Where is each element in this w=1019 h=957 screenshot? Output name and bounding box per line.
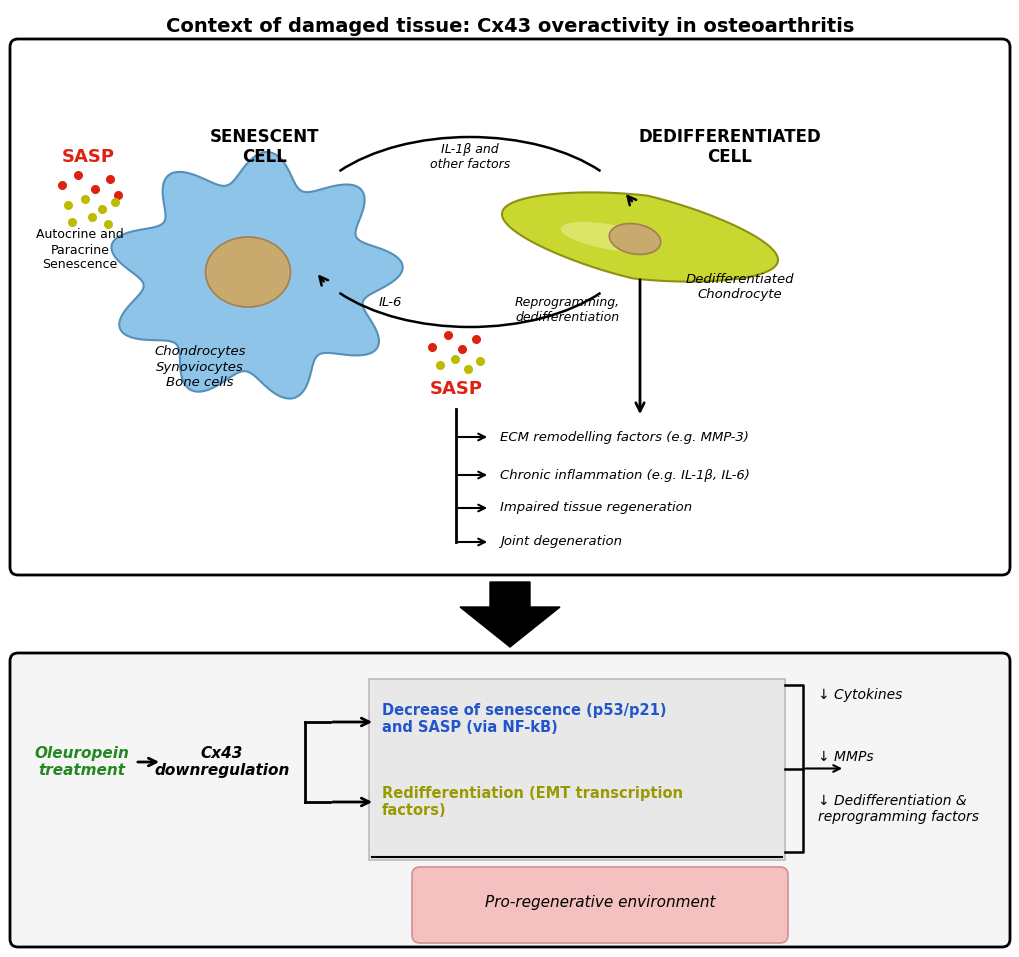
- FancyBboxPatch shape: [10, 39, 1009, 575]
- Polygon shape: [501, 192, 777, 281]
- Text: ↓ MMPs: ↓ MMPs: [817, 750, 872, 764]
- Text: ↓ Cytokines: ↓ Cytokines: [817, 688, 902, 702]
- Text: Joint degeneration: Joint degeneration: [499, 536, 622, 548]
- Text: SASP: SASP: [429, 380, 482, 398]
- Ellipse shape: [608, 224, 660, 255]
- Polygon shape: [111, 152, 403, 398]
- Text: Dedifferentiated
Chondrocyte: Dedifferentiated Chondrocyte: [685, 273, 794, 301]
- Polygon shape: [460, 582, 559, 647]
- FancyBboxPatch shape: [412, 867, 788, 943]
- Ellipse shape: [560, 222, 658, 252]
- Text: SENESCENT
CELL: SENESCENT CELL: [210, 127, 319, 167]
- FancyBboxPatch shape: [369, 679, 785, 860]
- Text: IL-1β and
other factors: IL-1β and other factors: [429, 143, 510, 171]
- Text: DEDIFFERENTIATED
CELL: DEDIFFERENTIATED CELL: [638, 127, 820, 167]
- Text: Chondrocytes
Synoviocytes
Bone cells: Chondrocytes Synoviocytes Bone cells: [154, 345, 246, 389]
- Text: Chronic inflammation (e.g. IL-1β, IL-6): Chronic inflammation (e.g. IL-1β, IL-6): [499, 469, 749, 481]
- Text: Pro-regenerative environment: Pro-regenerative environment: [484, 896, 714, 910]
- Text: Decrease of senescence (p53/p21)
and SASP (via NF-kB): Decrease of senescence (p53/p21) and SAS…: [382, 702, 665, 735]
- Text: Impaired tissue regeneration: Impaired tissue regeneration: [499, 501, 692, 515]
- Text: ECM remodelling factors (e.g. MMP-3): ECM remodelling factors (e.g. MMP-3): [499, 431, 748, 443]
- Text: Context of damaged tissue: Cx43 overactivity in osteoarthritis: Context of damaged tissue: Cx43 overacti…: [166, 17, 853, 36]
- FancyBboxPatch shape: [10, 653, 1009, 947]
- Text: SASP: SASP: [61, 148, 114, 166]
- Text: Redifferentiation (EMT transcription
factors): Redifferentiation (EMT transcription fac…: [382, 786, 683, 818]
- Text: Autocrine and
Paracrine
Senescence: Autocrine and Paracrine Senescence: [36, 229, 123, 272]
- Text: IL-6: IL-6: [378, 296, 401, 308]
- Ellipse shape: [205, 237, 290, 307]
- Text: Reprogramming,
dedifferentiation: Reprogramming, dedifferentiation: [515, 296, 620, 324]
- Text: Oleuropein
treatment: Oleuropein treatment: [35, 746, 129, 778]
- Text: ↓ Dedifferentiation &
reprogramming factors: ↓ Dedifferentiation & reprogramming fact…: [817, 794, 978, 824]
- Text: Cx43
downregulation: Cx43 downregulation: [154, 746, 289, 778]
